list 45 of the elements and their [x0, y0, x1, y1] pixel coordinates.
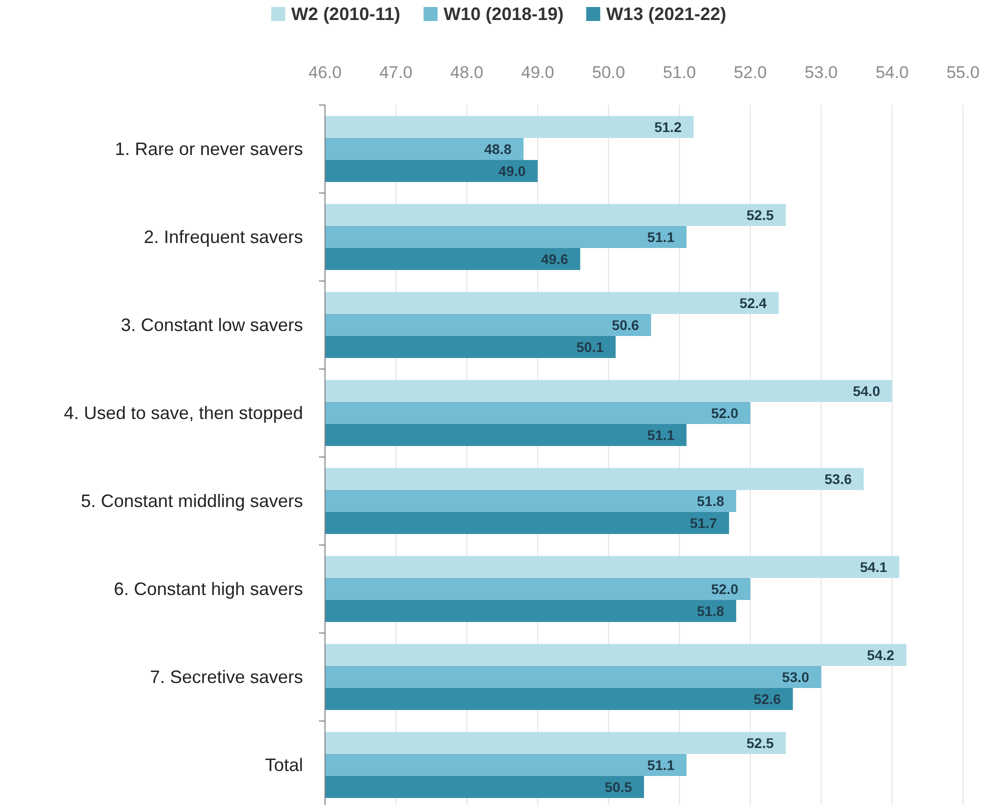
y-tick-label: 3. Constant low savers [120, 315, 303, 335]
data-label: 49.0 [498, 163, 526, 179]
data-label: 48.8 [484, 141, 512, 157]
x-tick-label: 53.0 [804, 63, 838, 82]
data-label: 51.7 [690, 515, 718, 531]
y-tick-label: 7. Secretive savers [150, 667, 303, 687]
data-label: 53.0 [782, 669, 810, 685]
x-tick-label: 51.0 [662, 63, 696, 82]
data-label: 51.1 [647, 757, 675, 773]
x-tick-label: 55.0 [946, 63, 980, 82]
y-tick-label: 4. Used to save, then stopped [64, 403, 303, 423]
legend-label: W2 (2010-11) [291, 4, 400, 24]
y-tick-label: 1. Rare or never savers [114, 139, 303, 159]
x-tick-label: 52.0 [734, 63, 767, 82]
data-label: 52.4 [739, 295, 767, 311]
data-label: 52.0 [711, 405, 739, 421]
x-tick-label: 54.0 [876, 63, 909, 82]
data-label: 54.0 [852, 383, 880, 399]
data-label: 50.1 [576, 339, 604, 355]
data-label: 52.5 [746, 735, 774, 751]
y-tick-label: 5. Constant middling savers [80, 491, 303, 511]
data-label: 51.2 [654, 119, 682, 135]
data-label: 52.6 [754, 691, 782, 707]
x-tick-label: 50.0 [592, 63, 626, 82]
y-tick-label: 2. Infrequent savers [144, 227, 303, 247]
data-label: 52.0 [711, 581, 739, 597]
data-label: 53.6 [824, 471, 852, 487]
data-label: 52.5 [746, 207, 774, 223]
data-label: 50.5 [604, 779, 632, 795]
data-label: 49.6 [540, 251, 568, 267]
data-label: 51.8 [696, 493, 724, 509]
data-label: 51.1 [647, 427, 675, 443]
data-label: 54.1 [860, 559, 888, 575]
x-tick-label: 49.0 [521, 63, 554, 82]
x-tick-label: 46.0 [308, 63, 342, 82]
y-tick-label: 6. Constant high savers [114, 579, 303, 599]
data-label: 54.2 [867, 647, 894, 663]
data-label: 51.8 [696, 603, 724, 619]
y-tick-label: Total [264, 755, 303, 775]
data-label: 50.6 [612, 317, 640, 333]
legend-label: W13 (2021-22) [606, 4, 726, 24]
legend-label: W10 (2018-19) [444, 4, 564, 24]
x-tick-label: 47.0 [379, 63, 412, 82]
x-tick-label: 48.0 [450, 63, 484, 82]
data-label: 51.1 [647, 229, 675, 245]
